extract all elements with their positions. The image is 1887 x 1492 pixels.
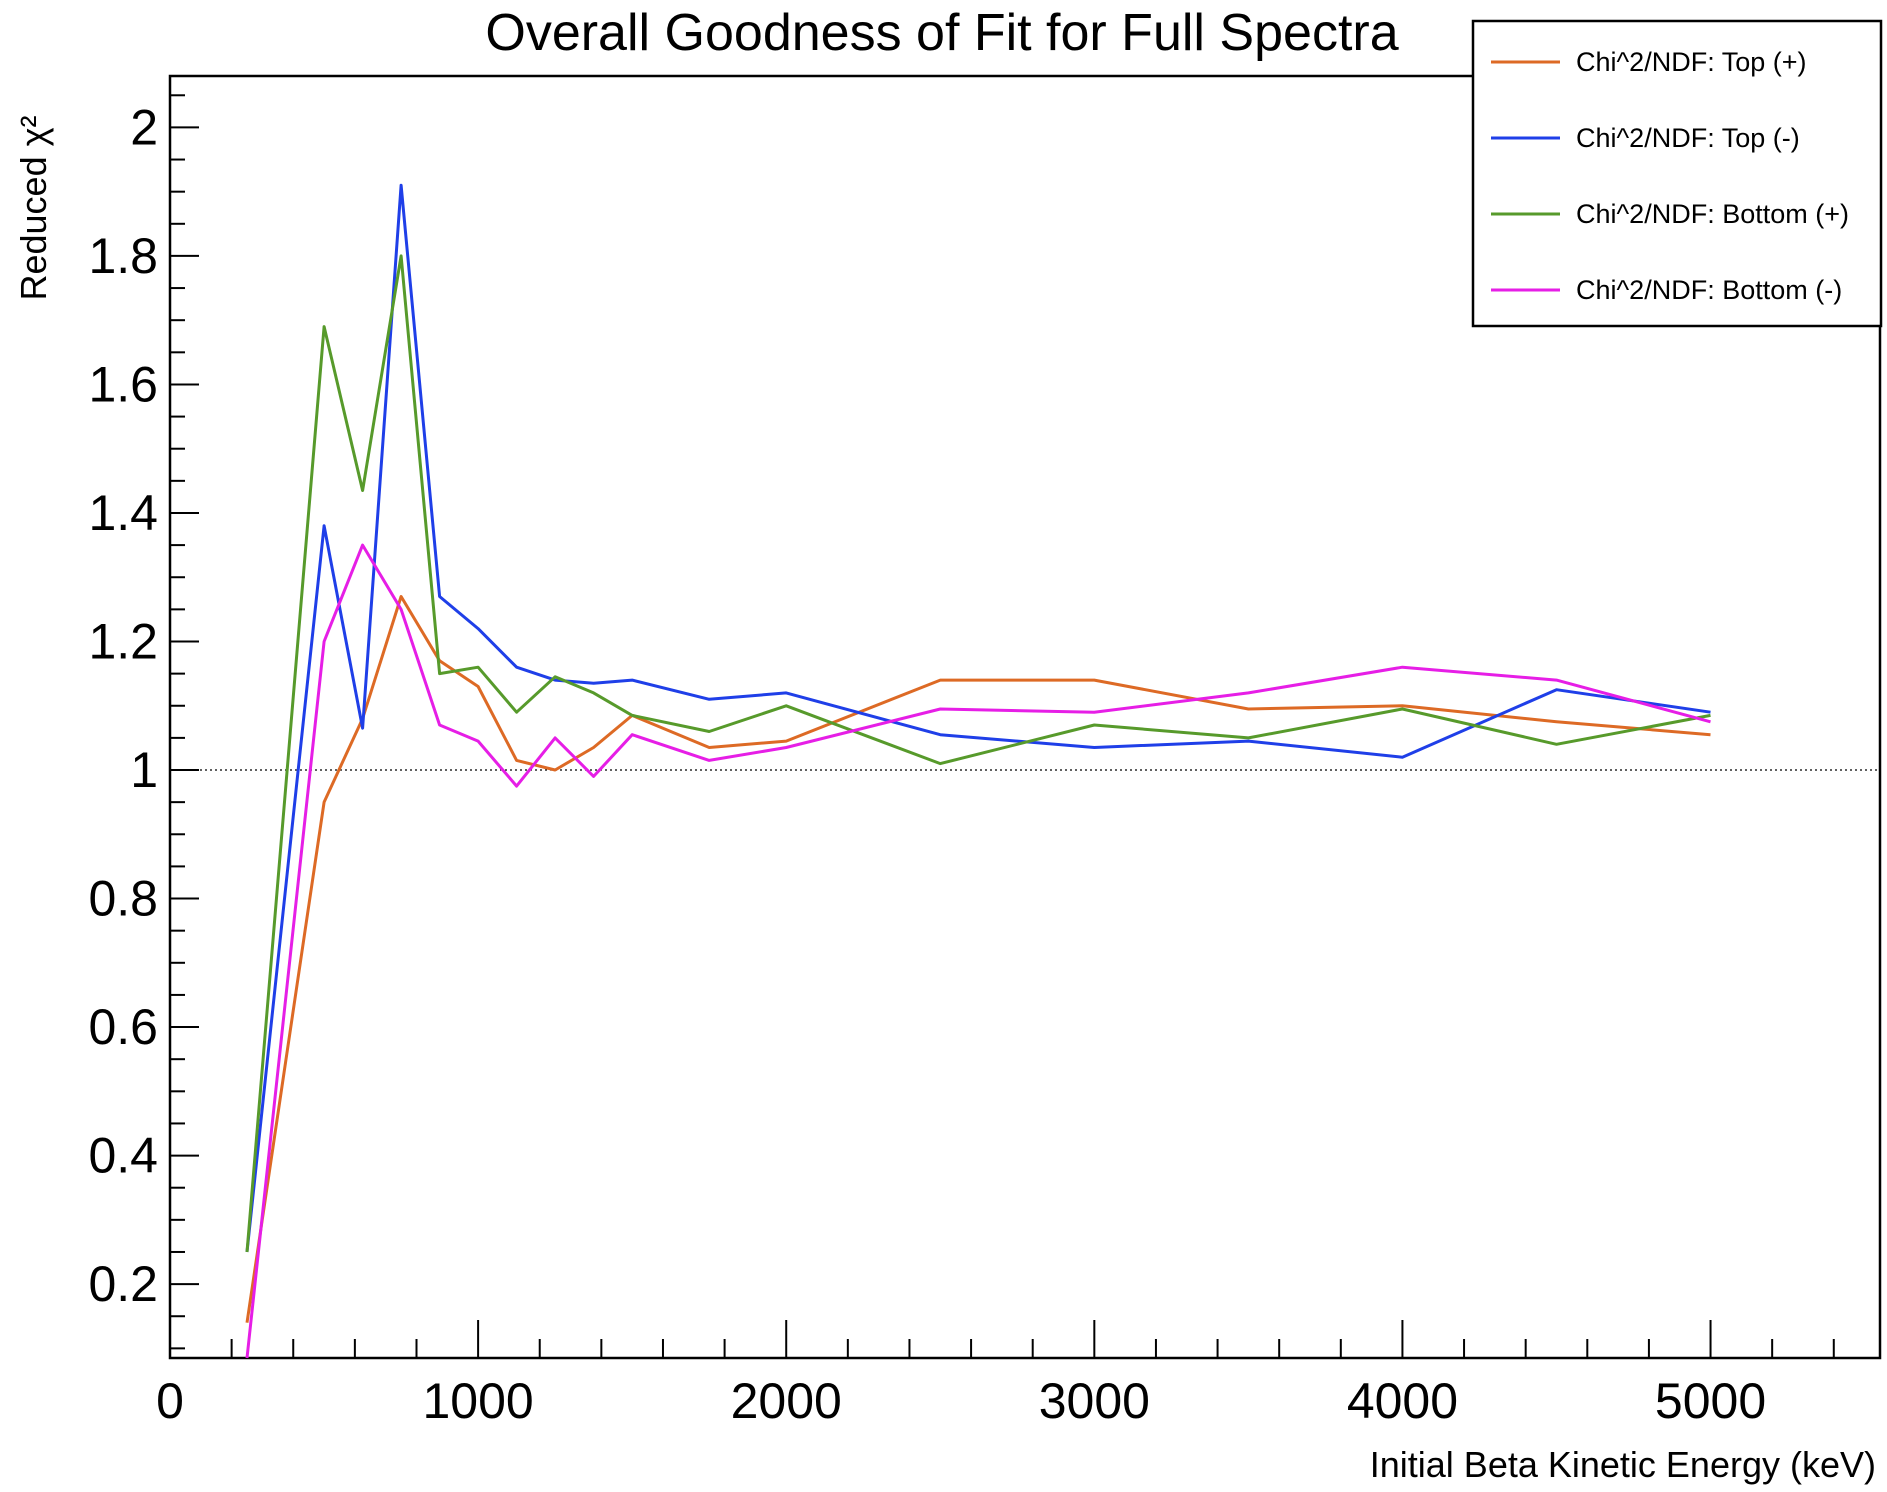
y-axis-title: Reduced χ² xyxy=(13,115,54,300)
x-tick-label: 0 xyxy=(156,1373,184,1429)
series-layer xyxy=(245,183,1711,1359)
series-line-1 xyxy=(245,595,1711,1323)
y-tick-label: 1.8 xyxy=(88,228,158,284)
series-line-3 xyxy=(245,254,1711,1253)
x-tick-label: 1000 xyxy=(422,1373,533,1429)
y-tick-label: 2 xyxy=(130,99,158,155)
legend-items: Chi^2/NDF: Top (+) Chi^2/NDF: Top (-) Chi^… xyxy=(1491,47,1849,305)
x-axis-title: Initial Beta Kinetic Energy (keV) xyxy=(1370,1444,1876,1485)
y-tick-label: 1.6 xyxy=(88,356,158,412)
chart-title: Overall Goodness of Fit for Full Spectra xyxy=(485,4,1398,62)
legend-label: Chi^2/NDF: Top (+) xyxy=(1576,47,1807,77)
series-line-4 xyxy=(245,543,1711,1359)
legend-label: Chi^2/NDF: Top (-) xyxy=(1576,123,1800,153)
legend: Chi^2/NDF: Top (+) Chi^2/NDF: Top (-) Chi^… xyxy=(1471,19,1883,328)
y-tick-label: 0.4 xyxy=(88,1128,158,1184)
y-axis-ticks: 0.2 0.4 0.6 0.8 1 1.2 1.4 1.6 1.8 2 xyxy=(88,94,199,1350)
y-tick-label: 1.2 xyxy=(88,613,158,669)
y-tick-label: 0.6 xyxy=(88,999,158,1055)
y-tick-label: 1.4 xyxy=(88,485,158,541)
y-tick-label: 0.2 xyxy=(88,1256,158,1312)
x-tick-label: 4000 xyxy=(1347,1373,1458,1429)
x-tick-label: 2000 xyxy=(731,1373,842,1429)
legend-box xyxy=(1471,19,1883,328)
y-tick-label: 0.8 xyxy=(88,871,158,927)
series-line-2 xyxy=(245,183,1711,1253)
x-tick-label: 5000 xyxy=(1655,1373,1766,1429)
legend-label: Chi^2/NDF: Bottom (-) xyxy=(1576,275,1842,305)
x-tick-label: 3000 xyxy=(1039,1373,1150,1429)
x-axis-ticks: 0 1000 2000 3000 4000 5000 xyxy=(156,1320,1835,1429)
plot-frame xyxy=(168,74,1882,1360)
y-tick-label: 1 xyxy=(130,742,158,798)
legend-label: Chi^2/NDF: Bottom (+) xyxy=(1576,199,1849,229)
